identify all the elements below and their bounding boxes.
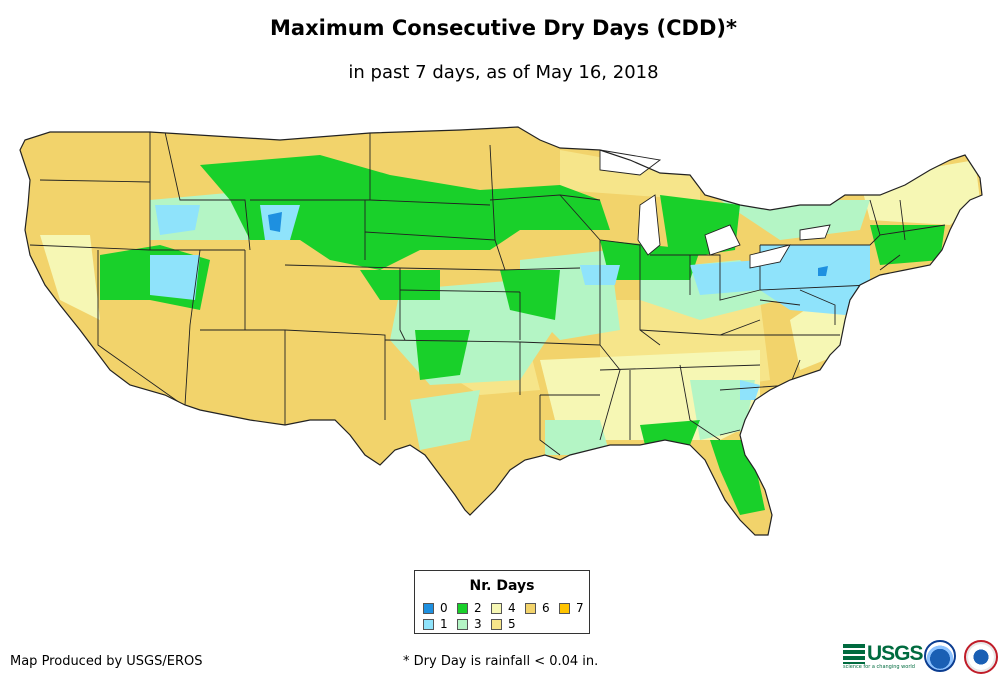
legend-item: 2 xyxy=(457,601,482,615)
state-borders xyxy=(29,131,946,456)
usgs-wave-icon xyxy=(843,644,865,664)
usgs-tagline: science for a changing world xyxy=(843,664,915,670)
legend-swatch xyxy=(491,602,502,614)
legend-item: 5 xyxy=(491,617,516,631)
legend-label: 5 xyxy=(508,617,516,631)
legend-label: 2 xyxy=(474,601,482,615)
legend-item: 7 xyxy=(559,601,584,615)
legend-title: Nr. Days xyxy=(469,578,535,594)
usgs-logo: USGS science for a changing world xyxy=(843,642,924,670)
legend: Nr. Days 0 1 2 3 4 5 6 7 xyxy=(414,570,590,634)
map-title: Maximum Consecutive Dry Days (CDD)* xyxy=(270,16,737,40)
legend-label: 1 xyxy=(440,617,448,631)
legend-label: 3 xyxy=(474,617,482,631)
legend-swatch xyxy=(525,602,536,614)
legend-label: 4 xyxy=(508,601,516,615)
nws-logo xyxy=(964,640,998,674)
legend-label: 0 xyxy=(440,601,448,615)
dry-day-footnote: * Dry Day is rainfall < 0.04 in. xyxy=(403,654,599,669)
legend-swatch xyxy=(559,602,570,614)
cdd-fill xyxy=(20,127,982,535)
noaa-logo xyxy=(924,640,956,672)
map-subtitle: in past 7 days, as of May 16, 2018 xyxy=(348,62,659,83)
legend-item: 6 xyxy=(525,601,550,615)
legend-item: 4 xyxy=(491,601,516,615)
legend-item: 3 xyxy=(457,617,482,631)
map-credit: Map Produced by USGS/EROS xyxy=(10,654,203,669)
legend-label: 6 xyxy=(542,601,550,615)
legend-swatch xyxy=(423,618,434,630)
legend-swatch xyxy=(457,602,468,614)
usgs-wordmark: USGS xyxy=(867,642,924,665)
legend-item: 1 xyxy=(423,617,448,631)
legend-swatch xyxy=(423,602,434,614)
legend-swatch xyxy=(457,618,468,630)
legend-swatch xyxy=(491,618,502,630)
legend-label: 7 xyxy=(576,601,584,615)
legend-item: 0 xyxy=(423,601,448,615)
great-lakes xyxy=(599,149,831,269)
